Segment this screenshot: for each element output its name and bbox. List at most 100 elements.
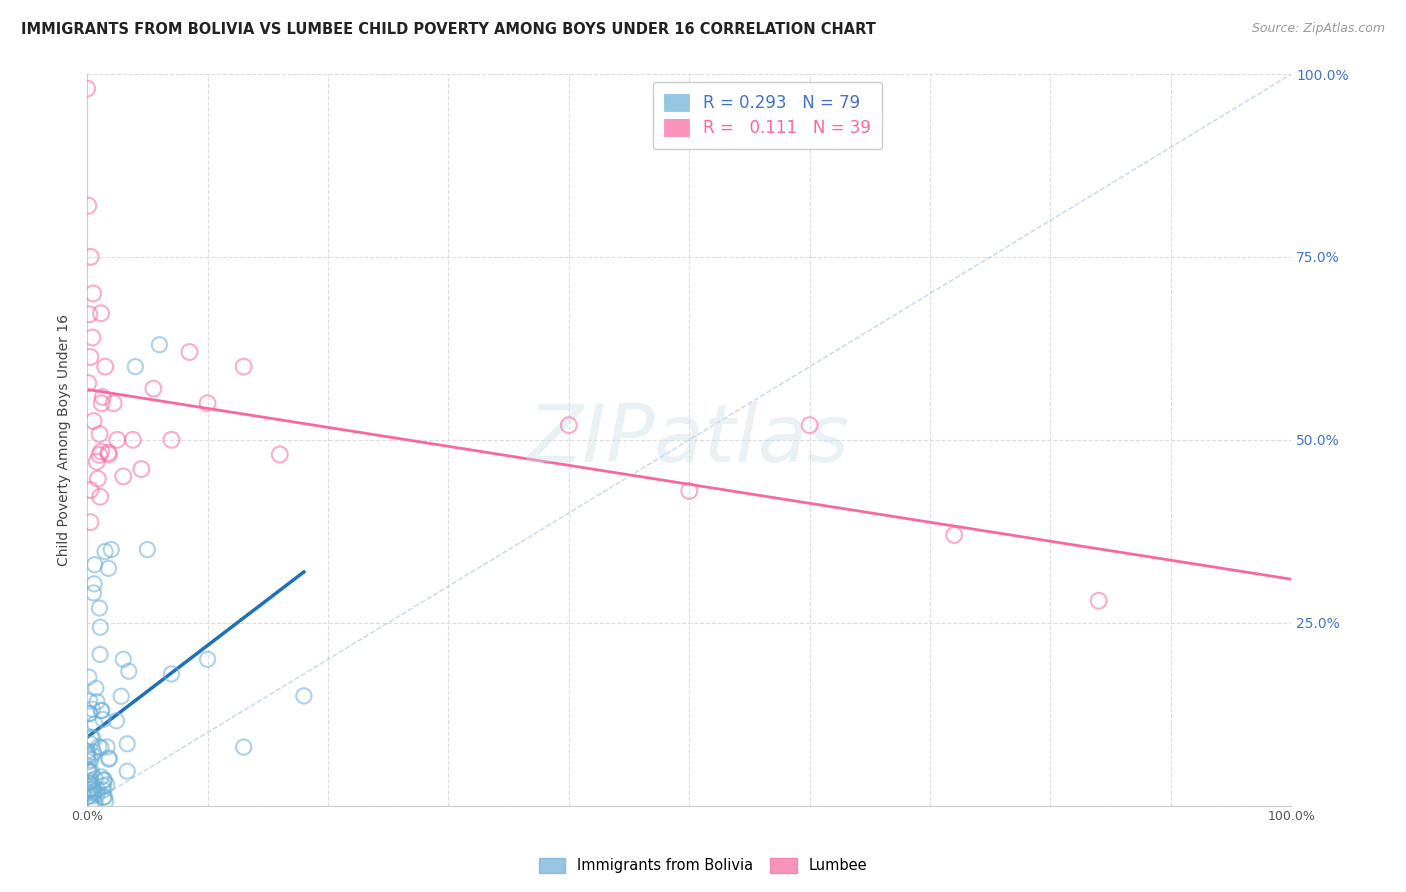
Point [122,433,145,447]
Point [79,515,101,529]
Point [131,462,153,476]
Point [197,652,219,666]
Point [142,382,165,396]
Point [83,577,105,591]
Point [115,737,138,751]
Point [94,794,117,808]
Point [77,764,100,779]
Point [83,558,105,572]
Point [799,418,821,433]
Point [179,345,201,359]
Point [77,789,100,804]
Point [76,81,98,95]
Point [77,376,100,390]
Point [1087,594,1109,608]
Point [115,764,138,779]
Point [76,747,98,762]
Point [232,740,254,755]
Point [82,781,104,796]
Point [79,483,101,497]
Point [86,788,108,802]
Point [82,786,104,800]
Point [96,778,118,792]
Point [82,747,104,762]
Point [93,773,115,788]
Point [84,681,107,696]
Point [90,703,112,717]
Point [84,796,107,810]
Point [76,786,98,800]
Point [136,542,159,557]
Point [105,433,128,447]
Point [292,689,315,703]
Point [93,783,115,797]
Point [90,396,112,410]
Point [87,472,110,486]
Point [90,444,112,458]
Point [87,739,110,754]
Point [82,731,104,746]
Point [678,483,700,498]
Point [79,798,101,813]
Point [269,447,291,461]
Point [943,528,966,542]
Point [79,706,101,721]
Point [79,706,101,721]
Point [80,764,103,779]
Point [82,702,104,716]
Point [96,739,118,754]
Point [77,755,100,769]
Point [91,779,114,793]
Point [105,714,128,728]
Point [80,753,103,767]
Point [112,469,135,483]
Point [79,776,101,790]
Point [100,542,122,557]
Point [97,561,120,575]
Point [124,359,146,374]
Point [103,396,125,410]
Point [558,418,581,433]
Point [94,544,117,558]
Point [76,749,98,764]
Point [91,713,114,727]
Point [89,448,111,462]
Point [80,730,103,744]
Point [83,795,105,809]
Point [86,782,108,797]
Point [97,447,120,461]
Point [83,717,105,731]
Point [160,667,183,681]
Legend: R = 0.293   N = 79, R =   0.111   N = 39: R = 0.293 N = 79, R = 0.111 N = 39 [652,82,883,149]
Point [82,330,104,344]
Point [77,775,100,789]
Legend: Immigrants from Bolivia, Lumbee: Immigrants from Bolivia, Lumbee [531,850,875,880]
Point [77,670,100,684]
Point [86,695,108,709]
Point [197,396,219,410]
Point [118,665,141,679]
Point [79,764,101,779]
Point [91,390,114,404]
Point [94,359,117,374]
Point [82,789,104,803]
Point [148,337,170,351]
Text: ZIPatlas: ZIPatlas [529,401,851,479]
Point [79,307,101,321]
Point [97,445,120,459]
Point [232,359,254,374]
Point [89,490,111,504]
Point [77,199,100,213]
Point [86,455,108,469]
Point [76,744,98,758]
Point [89,648,111,662]
Point [89,601,111,615]
Point [80,778,103,792]
Point [93,790,115,805]
Text: IMMIGRANTS FROM BOLIVIA VS LUMBEE CHILD POVERTY AMONG BOYS UNDER 16 CORRELATION : IMMIGRANTS FROM BOLIVIA VS LUMBEE CHILD … [21,22,876,37]
Point [79,782,101,797]
Point [110,690,132,704]
Point [79,694,101,708]
Text: Source: ZipAtlas.com: Source: ZipAtlas.com [1251,22,1385,36]
Point [82,286,104,301]
